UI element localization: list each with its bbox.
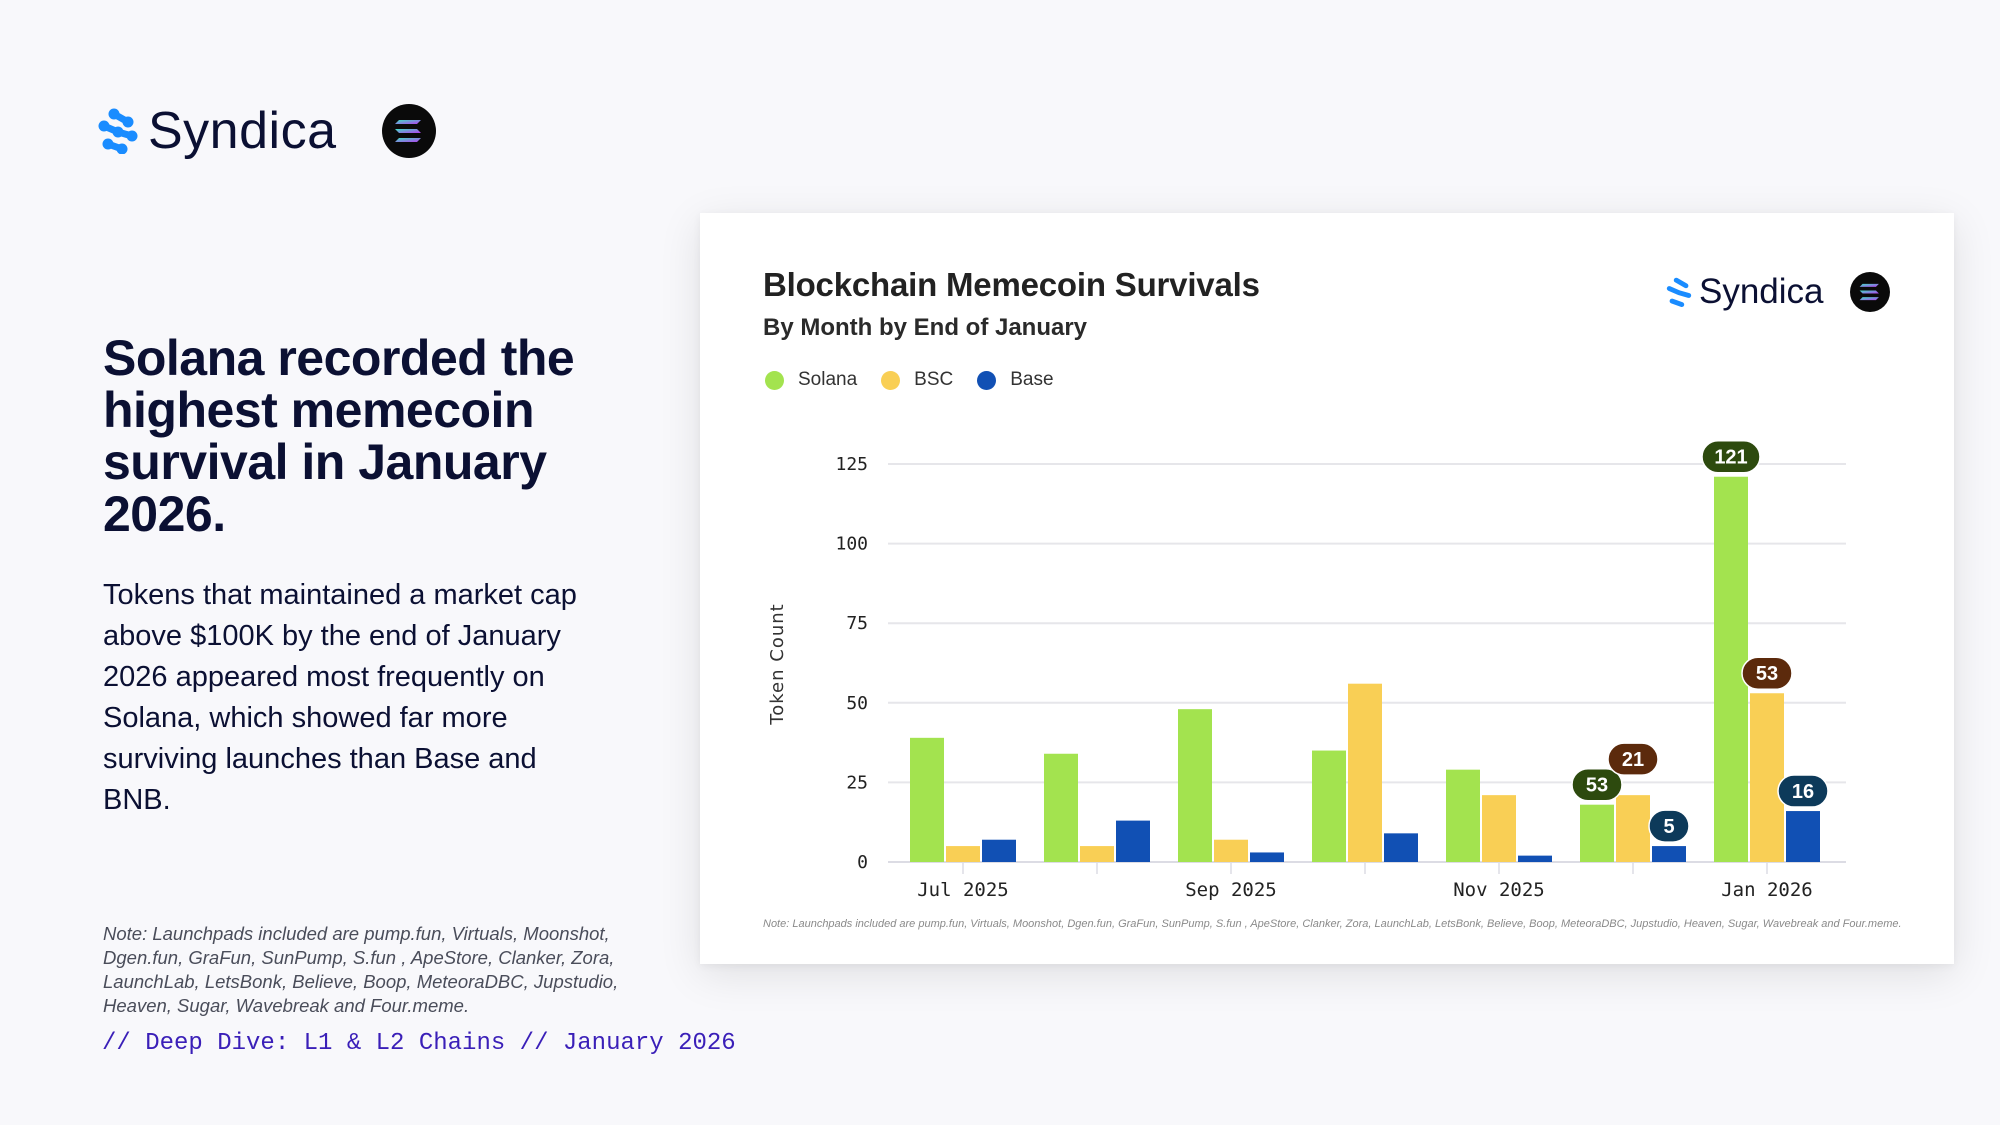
y-tick-label: 100 — [835, 534, 868, 555]
bar-bsc-aug-2025 — [1080, 846, 1114, 862]
data-label-pill — [1777, 774, 1829, 808]
launchpad-note: Note: Launchpads included are pump.fun, … — [103, 923, 619, 1016]
bar-base-nov-2025 — [1518, 855, 1552, 862]
x-tick-label: Jul 2025 — [917, 879, 1009, 901]
y-tick-label: 25 — [846, 772, 868, 793]
y-tick-label: 125 — [835, 454, 868, 475]
legend-swatch — [881, 370, 901, 390]
bar-base-aug-2025 — [1116, 820, 1150, 862]
bar-solana-aug-2025 — [1044, 753, 1078, 862]
bar-bsc-oct-2025 — [1348, 683, 1382, 862]
legend-item-bsc[interactable]: BSC — [881, 369, 953, 391]
bar-bsc-dec-2025 — [1616, 795, 1650, 862]
solana-logo-icon — [382, 104, 436, 158]
headline: Solana recorded the highest memecoin sur… — [103, 330, 575, 542]
bar-bsc-nov-2025 — [1482, 795, 1516, 862]
bar-solana-jul-2025 — [910, 737, 944, 862]
legend-item-base[interactable]: Base — [977, 369, 1054, 391]
bar-bsc-jul-2025 — [946, 846, 980, 862]
legend-swatch — [977, 370, 997, 390]
syndica-logo: Syndica — [98, 100, 337, 162]
bar-base-oct-2025 — [1384, 833, 1418, 862]
x-tick-label: Jan 2026 — [1721, 879, 1813, 901]
chart-title: Blockchain Memecoin Survivals — [763, 266, 1260, 303]
bar-base-dec-2025 — [1652, 846, 1686, 862]
chart-note: Note: Launchpads included are pump.fun, … — [763, 918, 1902, 930]
bar-solana-dec-2025 — [1580, 804, 1614, 862]
bar-solana-nov-2025 — [1446, 769, 1480, 862]
data-label-pill — [1741, 656, 1793, 690]
legend-label: Solana — [798, 369, 858, 390]
syndica-wordmark: Syndica — [1699, 272, 1824, 311]
data-label-pill — [1607, 742, 1659, 776]
bar-bsc-jan-2026 — [1750, 693, 1784, 862]
y-axis-label: Token Count — [767, 603, 788, 725]
legend-swatch — [765, 370, 784, 390]
bar-solana-oct-2025 — [1312, 750, 1346, 862]
bar-solana-sep-2025 — [1178, 709, 1212, 862]
bar-bsc-sep-2025 — [1214, 839, 1248, 862]
legend-label: BSC — [914, 369, 954, 390]
body-paragraph: Tokens that maintained a market cap abov… — [103, 579, 577, 816]
chart-subtitle: By Month by End of January — [763, 314, 1088, 341]
syndica-logo-icon — [1666, 277, 1692, 307]
y-tick-label: 75 — [846, 613, 868, 634]
syndica-logo-icon — [98, 108, 138, 154]
bar-base-jan-2026 — [1786, 811, 1820, 862]
card-syndica-logo: Syndica — [1665, 268, 1824, 316]
data-label: 5 — [1663, 816, 1674, 838]
chart-legend: Solana BSC Base — [765, 369, 1078, 391]
x-tick-label: Sep 2025 — [1185, 879, 1277, 901]
y-tick-label: 0 — [857, 852, 868, 873]
solana-logo-icon — [1850, 272, 1890, 312]
data-label: 53 — [1756, 663, 1778, 685]
legend-item-solana[interactable]: Solana — [765, 369, 857, 391]
y-tick-label: 50 — [846, 693, 868, 714]
data-label: 16 — [1792, 781, 1814, 803]
data-label-pill — [1701, 439, 1761, 474]
footer-tagline: // Deep Dive: L1 & L2 Chains // January … — [102, 1030, 736, 1057]
bar-base-jul-2025 — [982, 839, 1016, 862]
data-label: 53 — [1586, 775, 1608, 797]
data-label-pill — [1571, 767, 1623, 802]
data-label: 21 — [1622, 749, 1644, 771]
data-label: 121 — [1714, 447, 1747, 469]
data-label-pill — [1648, 809, 1690, 843]
x-tick-label: Nov 2025 — [1453, 879, 1545, 901]
bar-base-sep-2025 — [1250, 852, 1284, 862]
syndica-wordmark: Syndica — [148, 102, 337, 160]
legend-label: Base — [1010, 369, 1054, 390]
